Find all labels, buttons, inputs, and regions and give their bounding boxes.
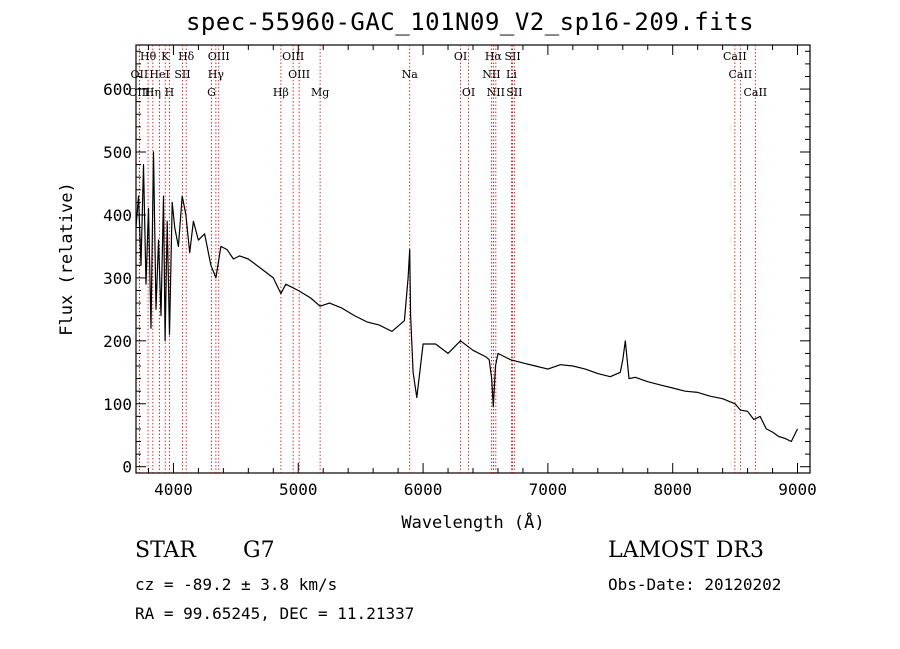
y-tick-label-4: 400 (103, 206, 132, 225)
survey-name: LAMOST DR3 (608, 538, 764, 563)
y-tick-label-6: 600 (103, 80, 132, 99)
redshift-cz: cz = -89.2 ± 3.8 km/s (135, 575, 338, 594)
spectrum-line (135, 151, 799, 443)
marker-label-14: Na (402, 68, 419, 81)
marker-label-21: G (207, 86, 216, 99)
marker-label-15: NII (482, 68, 500, 81)
marker-label-5: OI (454, 50, 467, 63)
y-tick-label-5: 500 (103, 143, 132, 162)
y-tick-label-2: 200 (103, 332, 132, 351)
x-tick-label-1: 5000 (279, 480, 318, 499)
marker-label-1: K (161, 50, 170, 63)
marker-label-2: Hδ (178, 50, 195, 63)
x-tick-label-5: 9000 (778, 480, 817, 499)
spectrum-series (135, 151, 799, 443)
marker-label-8: CaII (723, 50, 747, 63)
y-tick-label-0: 0 (122, 458, 132, 477)
x-tick-label-4: 8000 (653, 480, 692, 499)
marker-label-7: SII (504, 50, 520, 63)
marker-label-16: Li (506, 68, 517, 81)
marker-label-18: OIII (128, 86, 150, 99)
marker-label-20: H (165, 86, 175, 99)
marker-label-0: Hθ (140, 50, 157, 63)
marker-label-24: OI (462, 86, 475, 99)
x-tick-label-2: 6000 (404, 480, 443, 499)
x-tick-label-0: 4000 (154, 480, 193, 499)
object-class: STAR (135, 538, 196, 563)
marker-label-10: HeI (149, 68, 169, 81)
ra-dec: RA = 99.65245, DEC = 11.21337 (135, 604, 415, 623)
marker-label-4: OIII (282, 50, 304, 63)
y-tick-label-1: 100 (103, 395, 132, 414)
marker-label-13: OIII (288, 68, 310, 81)
marker-label-3: OIII (208, 50, 230, 63)
obs-date: Obs-Date: 20120202 (608, 575, 782, 594)
marker-label-27: CaII (743, 86, 767, 99)
x-tick-label-3: 7000 (529, 480, 568, 499)
marker-label-6: Hα (485, 50, 503, 63)
y-axis-label: Flux (relative) (57, 182, 77, 336)
plot-frame (135, 44, 811, 474)
x-axis-label: Wavelength (Å) (401, 511, 544, 533)
marker-label-26: SII (506, 86, 522, 99)
marker-label-19: Hη (145, 86, 161, 99)
chart-title: spec-55960-GAC_101N09_V2_sp16-209.fits (185, 8, 755, 36)
object-subclass: G7 (243, 538, 275, 563)
marker-label-11: SII (174, 68, 190, 81)
marker-label-12: Hγ (208, 68, 225, 81)
marker-label-9: OII (131, 68, 149, 81)
y-tick-label-3: 300 (103, 269, 132, 288)
marker-label-23: Mg (311, 86, 329, 99)
marker-label-22: Hβ (273, 86, 289, 99)
axis-ticks: 4000 5000 6000 7000 8000 9000 0 100 200 300 400 500… (103, 45, 817, 499)
marker-label-25: NII (487, 86, 505, 99)
marker-lines (138, 45, 756, 473)
marker-label-17: CaII (729, 68, 753, 81)
